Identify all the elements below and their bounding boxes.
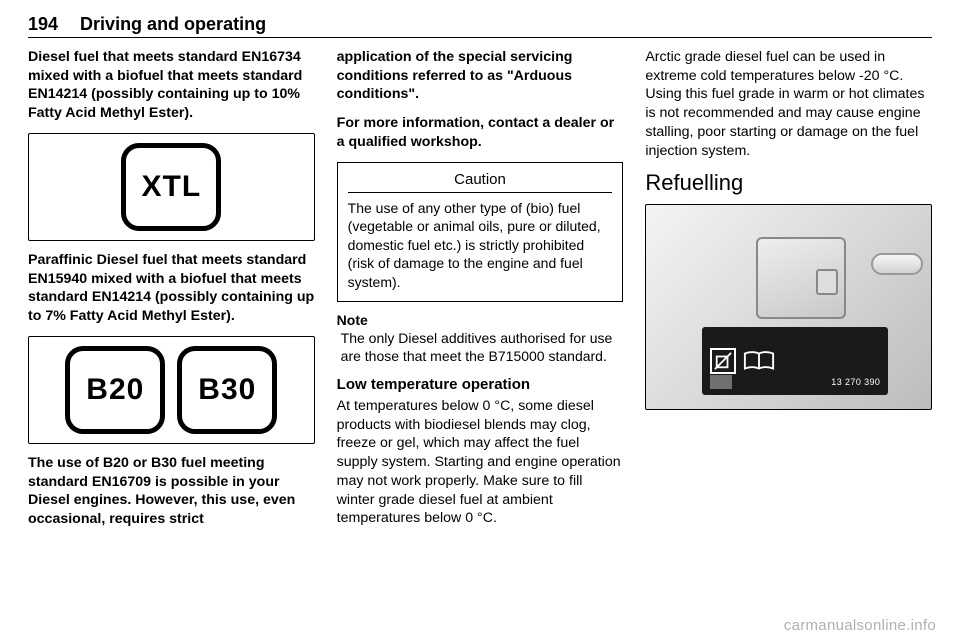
b20-badge: B20 (65, 346, 165, 434)
column-1: Diesel fuel that meets standard EN16734 … (28, 48, 315, 529)
refuelling-heading: Refuelling (645, 170, 932, 196)
xtl-badge-figure: XTL (28, 133, 315, 241)
b30-badge: B30 (177, 346, 277, 434)
manual-page: 194 Driving and operating Diesel fuel th… (0, 0, 960, 642)
door-handle-illustration (871, 253, 923, 275)
note-label: Note (337, 312, 624, 328)
col2-para3: At temperatures below 0 °C, some diesel … (337, 397, 624, 528)
col1-para3: The use of B20 or B30 fuel meeting stand… (28, 454, 315, 529)
col2-para2: For more information, contact a dealer o… (337, 114, 624, 151)
fuel-label-panel: 13 270 390 (702, 327, 888, 395)
label-code: 13 270 390 (831, 377, 880, 389)
col2-para1: application of the special servicing con… (337, 48, 624, 104)
page-header: 194 Driving and operating (28, 14, 932, 38)
note-body: The only Diesel additives authorised for… (337, 329, 624, 366)
label-gray-block (710, 375, 732, 389)
col1-para2: Paraffinic Diesel fuel that meets standa… (28, 251, 315, 326)
page-number: 194 (28, 14, 58, 35)
no-fuel-can-icon (710, 348, 736, 374)
caution-body: The use of any other type of (bio) fuel … (348, 199, 613, 291)
caution-title: Caution (348, 171, 613, 193)
column-3: Arctic grade diesel fuel can be used in … (645, 48, 932, 529)
refuelling-photo: 13 270 390 (645, 204, 932, 410)
caution-box: Caution The use of any other type of (bi… (337, 162, 624, 302)
chapter-title: Driving and operating (80, 14, 266, 35)
xtl-badge: XTL (121, 143, 221, 231)
col1-para1: Diesel fuel that meets standard EN16734 … (28, 48, 315, 123)
manual-book-icon (742, 348, 776, 374)
fuel-door-illustration (756, 237, 846, 319)
col3-para1: Arctic grade diesel fuel can be used in … (645, 48, 932, 160)
column-2: application of the special servicing con… (337, 48, 624, 529)
watermark: carmanualsonline.info (784, 617, 936, 634)
low-temp-subhead: Low temperature operation (337, 376, 624, 393)
content-columns: Diesel fuel that meets standard EN16734 … (28, 48, 932, 529)
b20-b30-figure: B20 B30 (28, 336, 315, 444)
